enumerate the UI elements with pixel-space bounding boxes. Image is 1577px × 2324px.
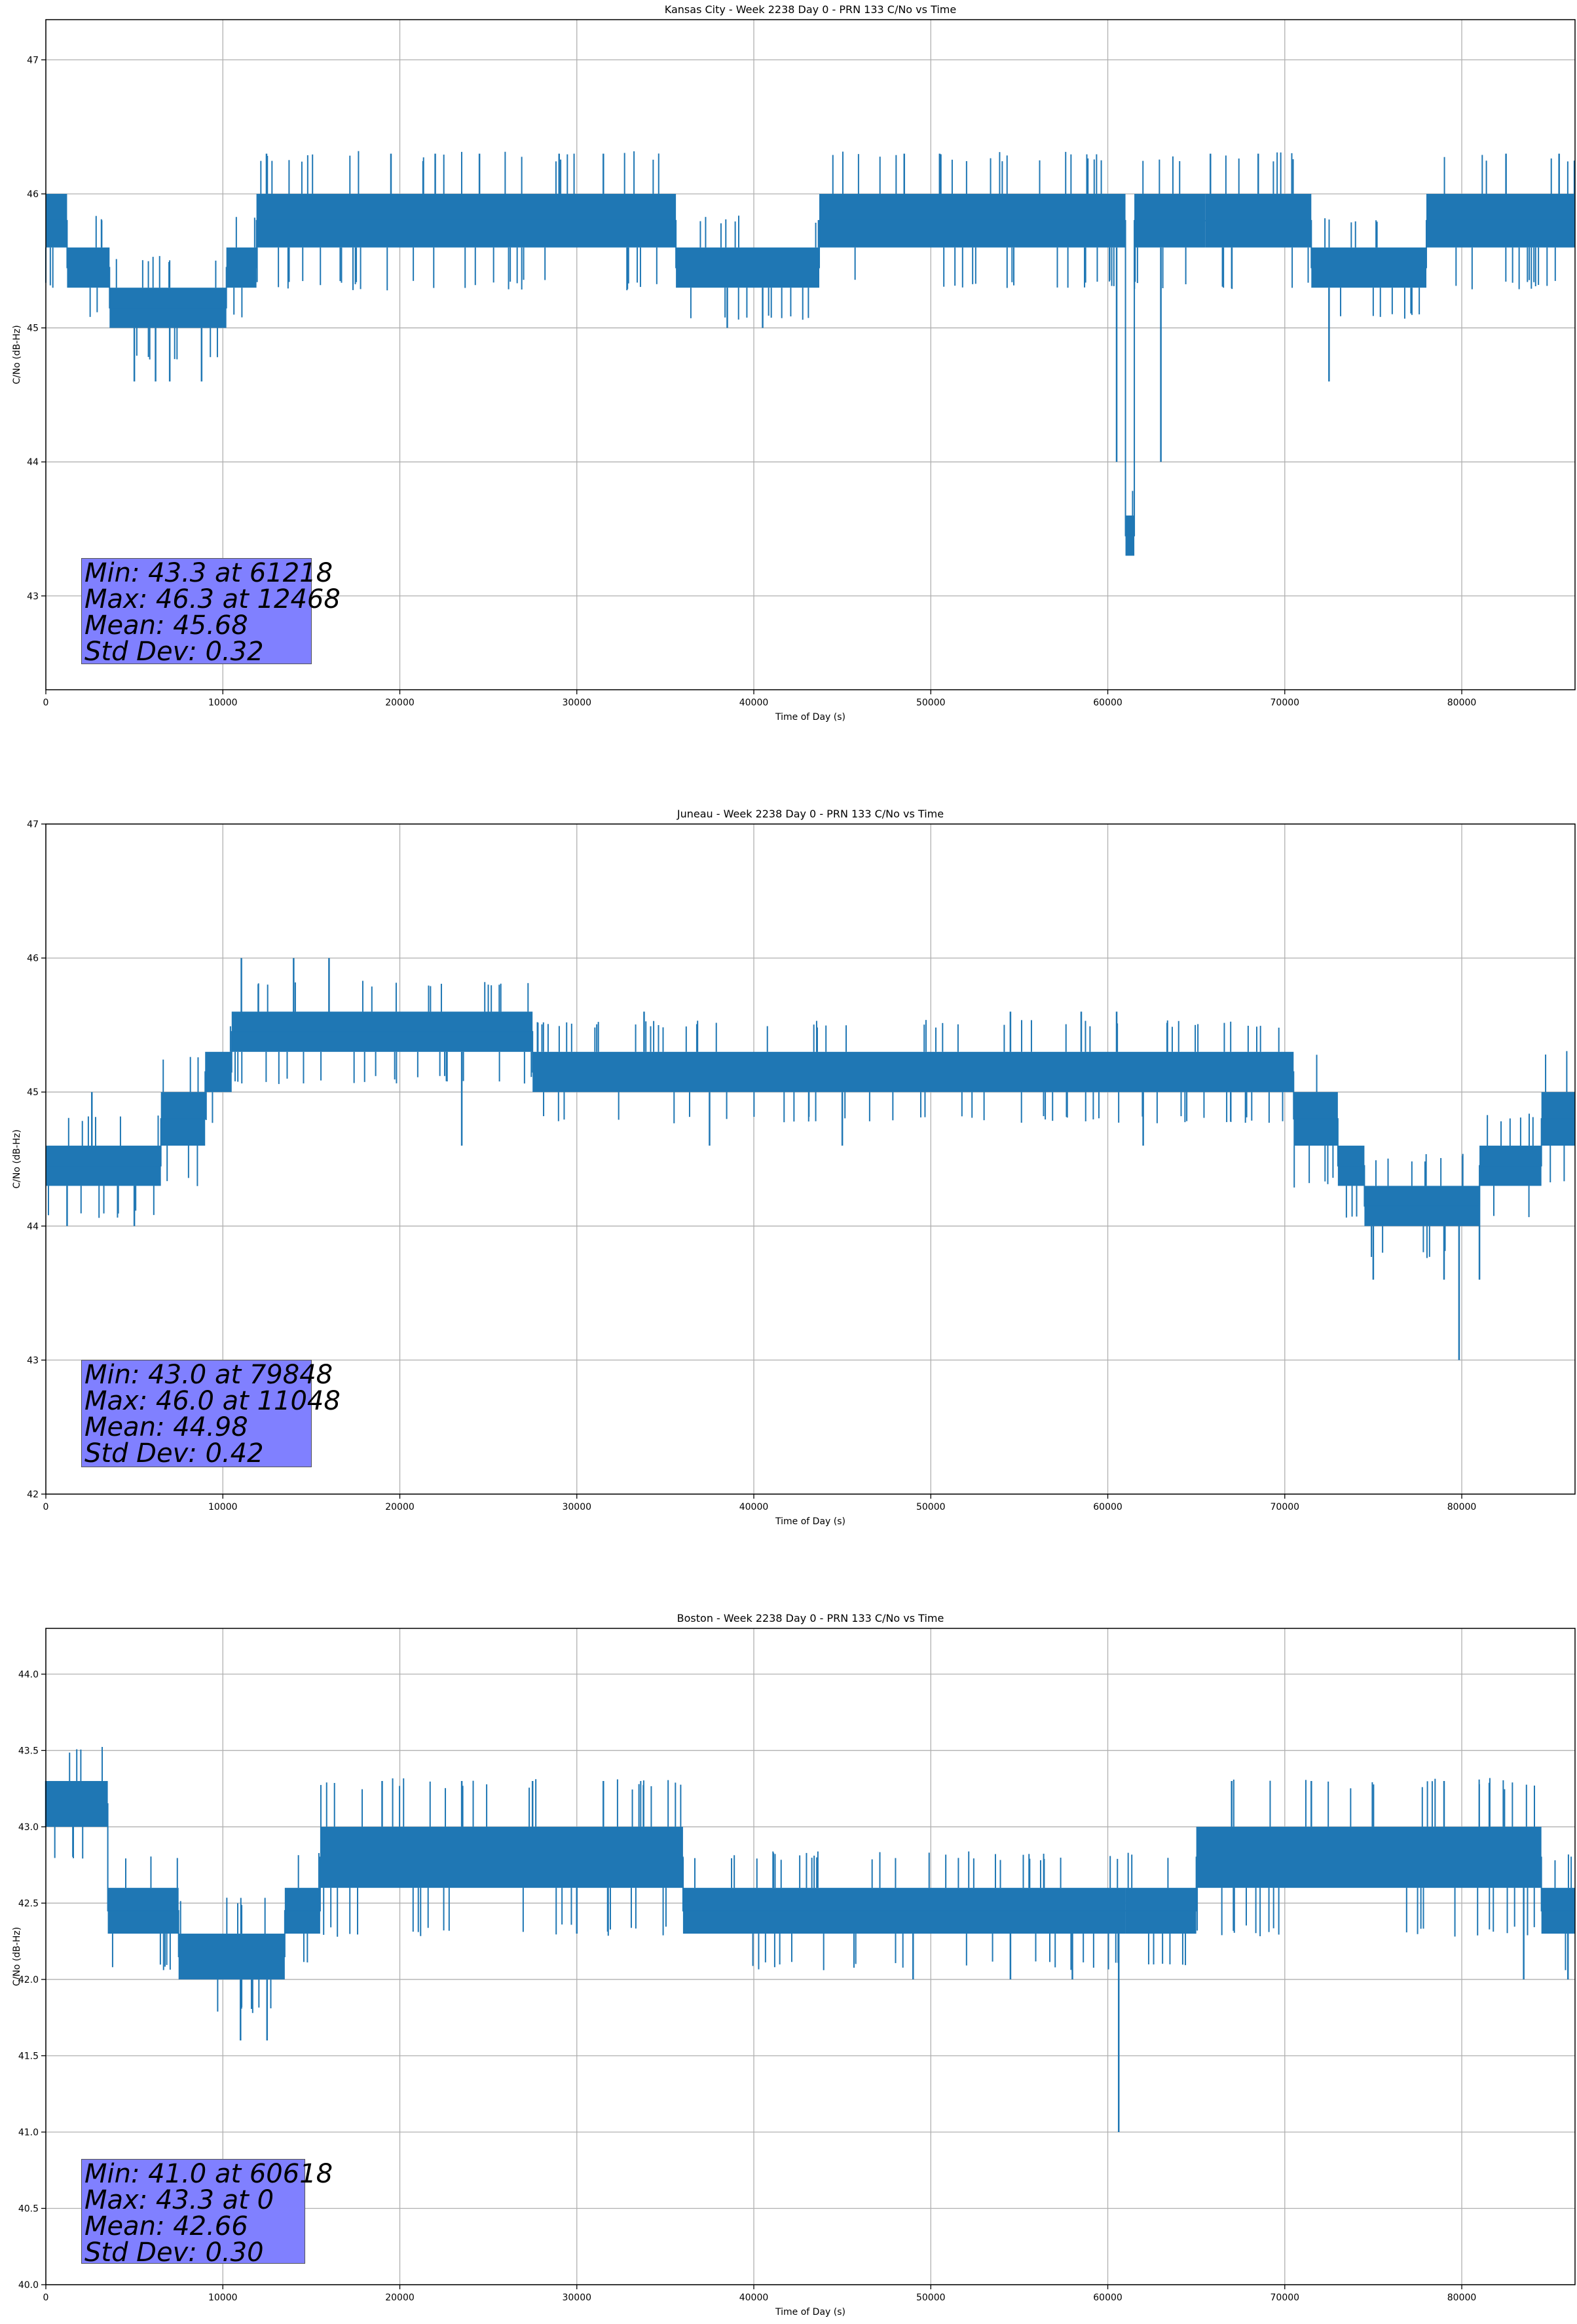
chart-svg: 0 10000 20000 30000 40000 50000 60000 70000 8000… — [12, 3, 1576, 722]
x-tick-label: 50000 — [916, 1502, 946, 1512]
series-line — [46, 1803, 1575, 1957]
x-tick-label: 60000 — [1093, 1502, 1122, 1512]
stat-mean: Mean: 45.68 — [84, 610, 248, 641]
boston-chart: 0 10000 20000 30000 40000 50000 60000 70000 8000… — [0, 1590, 1577, 2324]
y-tick-label: 45 — [27, 324, 39, 334]
x-tick-label: 40000 — [739, 698, 769, 708]
plot-frame — [45, 19, 1576, 690]
x-tick-label: 80000 — [1447, 1502, 1477, 1512]
stats-box: Min: 43.0 at 79848 Max: 46.0 at 11048 Me… — [81, 1360, 341, 1469]
x-tick-label: 0 — [43, 2293, 49, 2303]
x-tick-label: 10000 — [208, 1502, 238, 1512]
x-tick-label: 20000 — [385, 2293, 415, 2303]
x-tick-label: 0 — [43, 1502, 49, 1512]
x-tick-label: 40000 — [739, 2293, 769, 2303]
x-axis-label: Time of Day (s) — [775, 1516, 845, 1527]
x-tick-label: 30000 — [562, 698, 591, 708]
y-tick-label: 47 — [27, 819, 39, 830]
stat-max: Max: 46.3 at 12468 — [84, 584, 341, 614]
plot-frame — [45, 823, 1576, 1495]
x-tick-label: 20000 — [385, 698, 415, 708]
y-tick-label: 46 — [27, 189, 39, 200]
juneau-chart: 0 10000 20000 30000 40000 50000 60000 70000 8000… — [0, 802, 1577, 1535]
y-tick-label: 41.0 — [18, 2127, 39, 2138]
x-tick-label: 0 — [43, 698, 49, 708]
x-tick-label: 40000 — [739, 1502, 769, 1512]
stat-min: Min: 43.0 at 79848 — [84, 1360, 333, 1390]
x-axis-label: Time of Day (s) — [775, 712, 845, 722]
x-axis-label: Time of Day (s) — [775, 2307, 845, 2317]
y-tick-label: 40.5 — [18, 2203, 39, 2214]
y-tick-label: 43.0 — [18, 1822, 39, 1833]
stat-max: Max: 46.0 at 11048 — [84, 1386, 341, 1416]
y-tick-label: 46 — [27, 954, 39, 964]
x-tick-label: 20000 — [385, 1502, 415, 1512]
y-axis-label: C/No (dB-Hz) — [12, 1927, 22, 1986]
x-tick-label: 50000 — [916, 698, 946, 708]
stat-std: Std Dev: 0.42 — [84, 1438, 264, 1469]
y-tick-label: 41.5 — [18, 2051, 39, 2061]
x-tick-label: 70000 — [1271, 698, 1300, 708]
y-tick-label: 42.5 — [18, 1898, 39, 1909]
y-axis-label: C/No (dB-Hz) — [12, 1129, 22, 1188]
x-tick-label: 10000 — [208, 698, 238, 708]
stats-box: Min: 43.3 at 61218 Max: 46.3 at 12468 Me… — [81, 558, 341, 667]
y-tick-label: 42 — [27, 1490, 39, 1500]
y-tick-label: 44 — [27, 1222, 39, 1232]
chart-title: Juneau - Week 2238 Day 0 - PRN 133 C/No … — [677, 808, 944, 820]
x-tick-label: 70000 — [1271, 1502, 1300, 1512]
stats-box: Min: 41.0 at 60618 Max: 43.3 at 0 Mean: … — [81, 2159, 333, 2268]
chart-title: Boston - Week 2238 Day 0 - PRN 133 C/No … — [677, 1612, 944, 1624]
y-tick-label: 45 — [27, 1087, 39, 1098]
stat-min: Min: 43.3 at 61218 — [84, 558, 333, 588]
x-tick-label: 30000 — [562, 1502, 591, 1512]
x-tick-label: 10000 — [208, 2293, 238, 2303]
y-tick-label: 43.5 — [18, 1746, 39, 1756]
series-line — [46, 1031, 1575, 1207]
y-axis-label: C/No (dB-Hz) — [12, 325, 22, 384]
y-tick-label: 40.0 — [18, 2280, 39, 2291]
x-tick-label: 30000 — [562, 2293, 591, 2303]
y-tick-label: 43 — [27, 591, 39, 602]
y-tick-label: 43 — [27, 1355, 39, 1366]
kansas-city-chart: 0 10000 20000 30000 40000 50000 60000 70000 8000… — [0, 0, 1577, 734]
y-tick-label: 44.0 — [18, 1670, 39, 1680]
chart-svg: 0 10000 20000 30000 40000 50000 60000 70000 8000… — [12, 808, 1576, 1527]
stat-min: Min: 41.0 at 60618 — [84, 2159, 333, 2189]
x-tick-label: 60000 — [1093, 2293, 1122, 2303]
x-tick-label: 80000 — [1447, 698, 1477, 708]
x-tick-label: 60000 — [1093, 698, 1122, 708]
x-tick-label: 70000 — [1271, 2293, 1300, 2303]
y-tick-label: 47 — [27, 55, 39, 66]
y-tick-label: 42.0 — [18, 1975, 39, 1985]
x-tick-label: 50000 — [916, 2293, 946, 2303]
stat-std: Std Dev: 0.30 — [84, 2238, 264, 2268]
x-tick-label: 80000 — [1447, 2293, 1477, 2303]
stat-max: Max: 43.3 at 0 — [84, 2185, 274, 2215]
stat-mean: Mean: 42.66 — [84, 2211, 248, 2241]
series-line — [46, 219, 1575, 536]
chart-title: Kansas City - Week 2238 Day 0 - PRN 133 … — [665, 3, 956, 16]
stat-mean: Mean: 44.98 — [84, 1412, 248, 1442]
plot-frame — [45, 1628, 1576, 2285]
stat-std: Std Dev: 0.32 — [84, 637, 264, 667]
y-tick-label: 44 — [27, 457, 39, 468]
